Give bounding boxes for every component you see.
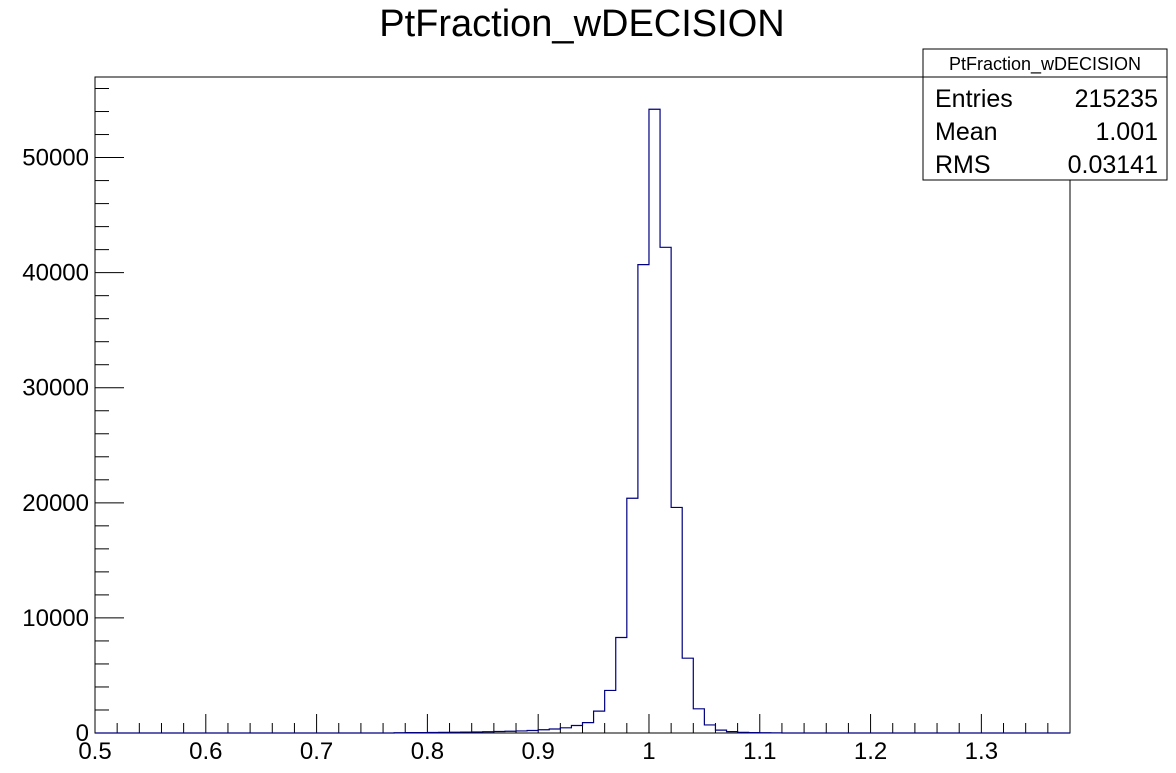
x-tick-label: 1.3: [965, 738, 998, 765]
histogram-outline: [95, 108, 1070, 734]
histogram-bin: [594, 711, 605, 733]
y-tick-label: 20000: [22, 490, 89, 517]
histogram-bin: [627, 498, 638, 733]
stats-box-frame: [922, 48, 1168, 181]
histogram-bin: [638, 265, 649, 733]
y-tick-label: 10000: [22, 605, 89, 632]
stats-entries-label: Entries: [935, 85, 1013, 113]
x-tick-label: 1.2: [854, 738, 887, 765]
histogram-bin: [616, 637, 627, 733]
histogram-bin: [605, 690, 616, 733]
x-tick-label: 0.7: [300, 738, 333, 765]
histogram-bin: [682, 658, 693, 733]
histogram-bin: [571, 726, 582, 733]
stats-mean-value: 1.001: [1095, 118, 1158, 146]
stats-rms-label: RMS: [935, 151, 991, 179]
stats-box-title: PtFraction_wDECISION: [949, 54, 1141, 75]
histogram-bin: [693, 709, 704, 733]
histogram-bins: [394, 109, 782, 733]
stats-entries-value: 215235: [1075, 85, 1158, 113]
x-tick-label: 1.1: [743, 738, 776, 765]
x-tick-label: 0.6: [189, 738, 222, 765]
stats-rms-value: 0.03141: [1068, 151, 1158, 179]
histogram-bin: [549, 729, 560, 733]
chart-title: PtFraction_wDECISION: [379, 3, 784, 45]
histogram-bin: [671, 507, 682, 733]
x-tick-label: 1: [642, 738, 655, 765]
histogram-bin: [649, 109, 660, 733]
x-axis: 0.5 0.6 0.7 0.8 0.9 1 1.1 1.2 1.3: [78, 714, 1071, 765]
y-tick-label: 30000: [22, 375, 89, 402]
y-axis: 0 10000 20000 30000 40000 50000: [22, 88, 124, 747]
x-tick-label: 0.5: [78, 738, 111, 765]
stats-mean-label: Mean: [935, 118, 998, 146]
y-tick-label: 50000: [22, 145, 89, 172]
y-tick-label: 0: [76, 720, 89, 747]
y-tick-label: 40000: [22, 260, 89, 287]
x-tick-label: 0.9: [521, 738, 554, 765]
x-tick-label: 0.8: [411, 738, 444, 765]
histogram-bin: [660, 247, 671, 733]
histogram-bin: [560, 728, 571, 733]
histogram-bin: [583, 723, 594, 733]
stats-box: PtFraction_wDECISION Entries 215235 Mean…: [922, 48, 1168, 181]
histogram-bin: [704, 725, 715, 733]
